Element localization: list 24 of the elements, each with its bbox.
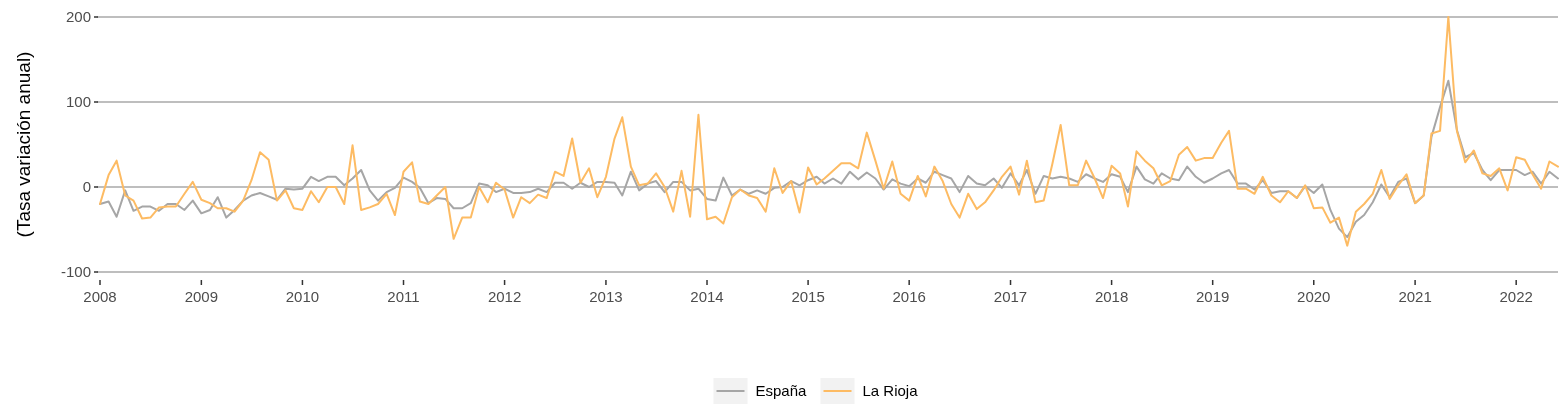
line-series	[99, 16, 1559, 247]
x-tick-label: 2008	[83, 288, 117, 305]
y-tick-label: 0	[82, 178, 91, 196]
y-tick-label: 100	[65, 93, 91, 111]
legend-label: La Rioja	[862, 382, 919, 400]
y-axis-title: (Tasa variación anual)	[13, 51, 34, 238]
x-tick-label: 2016	[892, 288, 926, 305]
x-tick-label: 2020	[1297, 288, 1331, 305]
x-tick-label: 2011	[387, 288, 420, 305]
x-tick-label: 2021	[1398, 288, 1432, 305]
x-tick-label: 2013	[589, 288, 623, 305]
x-tick-label: 2017	[993, 288, 1028, 305]
legend-label: España	[755, 382, 808, 400]
y-tick-label: -100	[60, 263, 91, 281]
x-tick-label: 2009	[184, 288, 219, 305]
x-tick-label: 2015	[791, 288, 825, 305]
x-tick-label: 2018	[1094, 288, 1129, 305]
y-tick-label: 200	[65, 8, 91, 26]
x-tick-label: 2022	[1499, 288, 1533, 305]
x-tick-label: 2019	[1195, 288, 1230, 305]
x-tick-label: 2010	[285, 288, 320, 305]
x-tick-label: 2014	[690, 288, 724, 305]
x-tick-label: 2012	[487, 288, 522, 305]
line-series	[99, 79, 1559, 239]
